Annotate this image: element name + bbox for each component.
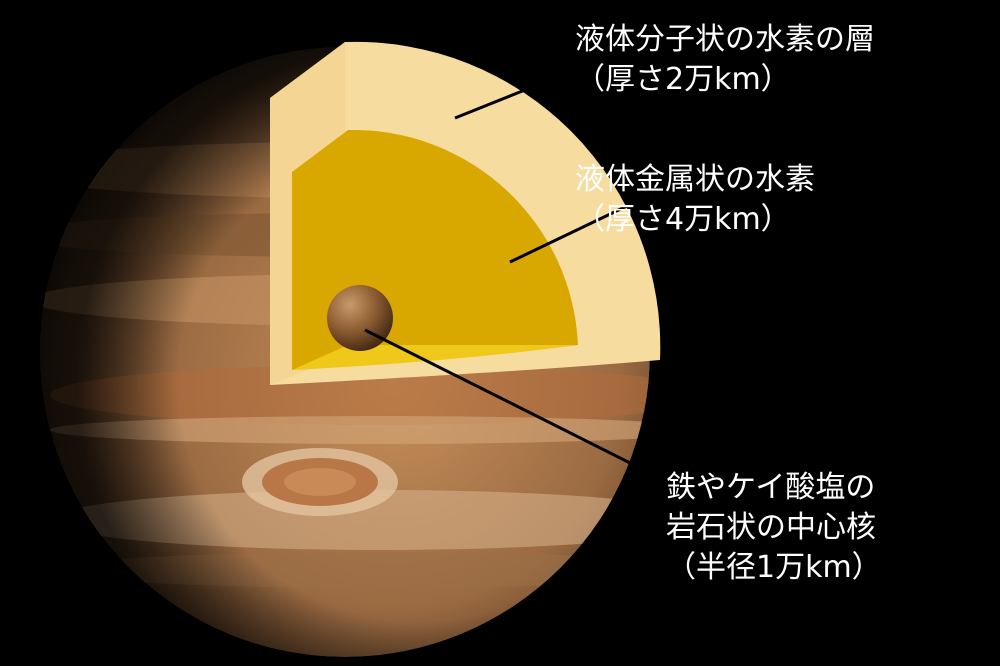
leader-line-outer [454,68,576,120]
rocky-core [327,285,393,351]
label-metallic-hydrogen-layer: 液体金属状の水素 （厚さ4万km） [575,160,815,240]
metallic-layer-bottom [292,345,578,370]
label-core-line2: 岩石状の中心核 [666,510,876,545]
label-rocky-core: 鉄やケイ酸塩の 岩石状の中心核 （半径1万km） [666,468,882,588]
leader-line-metal [509,193,651,264]
label-outer-line1: 液体分子状の水素の層 [575,22,875,57]
label-metal-line1: 液体金属状の水素 [575,162,815,197]
label-outer-hydrogen-layer: 液体分子状の水素の層 （厚さ2万km） [575,20,875,100]
cutaway-wedge [270,41,661,386]
leader-line-core [364,328,681,490]
label-core-line1: 鉄やケイ酸塩の [666,470,876,505]
label-outer-line2: （厚さ2万km） [575,62,791,97]
label-metal-line2: （厚さ4万km） [575,202,791,237]
label-core-line3: （半径1万km） [666,550,882,585]
